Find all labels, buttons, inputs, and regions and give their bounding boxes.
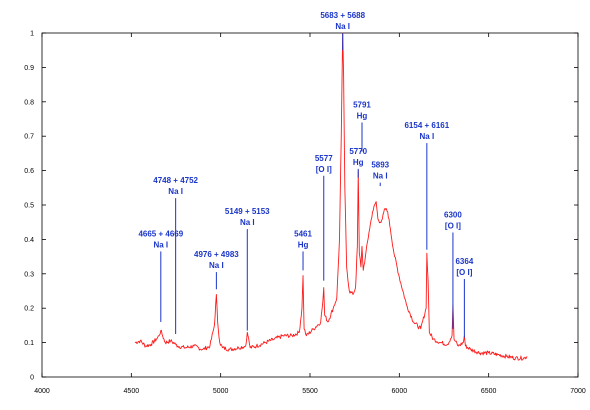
annotation-label: 6364 bbox=[455, 257, 473, 266]
annotation-6: 5683 + 5688 Na I bbox=[320, 11, 366, 51]
annotation-label: [O I] bbox=[456, 268, 472, 277]
y-tick-label: 0.9 bbox=[24, 65, 34, 72]
annotation-label: Na I bbox=[240, 218, 255, 227]
series-layer bbox=[134, 32, 528, 361]
x-tick-label: 4500 bbox=[124, 388, 140, 395]
annotation-0: 4665 + 4669 Na I bbox=[138, 229, 184, 322]
annotation-4: 5461 Hg bbox=[294, 229, 312, 271]
y-tick-label: 0.5 bbox=[24, 203, 34, 210]
annotation-11: 6300 [O I] bbox=[444, 211, 462, 329]
y-tick-label: 0.6 bbox=[24, 168, 34, 175]
x-tick-label: 5000 bbox=[213, 388, 229, 395]
y-tick-label: 1 bbox=[30, 31, 34, 38]
annotation-2: 4976 + 4983 Na I bbox=[194, 250, 239, 290]
x-tick-label: 7000 bbox=[570, 388, 586, 395]
y-tick-label: 0.8 bbox=[24, 99, 34, 106]
y-tick-label: 0.1 bbox=[24, 340, 34, 347]
annotation-label: Hg bbox=[298, 240, 309, 249]
annotation-8: 5770 Hg bbox=[349, 147, 368, 178]
annotation-1: 4748 + 4752 Na I bbox=[153, 176, 199, 334]
axes-layer: 4000 4500 5000 5500 6000 6500 7000 0 0.1 0.2 0.3 0.… bbox=[24, 31, 586, 396]
y-tick-label: 0.7 bbox=[24, 134, 34, 141]
x-tick-label: 4000 bbox=[34, 388, 50, 395]
annotation-label: 4748 + 4752 bbox=[153, 176, 198, 185]
annotation-label: [O I] bbox=[445, 222, 461, 231]
annotation-label: Na I bbox=[153, 240, 168, 249]
annotation-label: Na I bbox=[335, 22, 350, 31]
annotation-label: 5791 bbox=[353, 100, 371, 109]
annotation-label: 5683 + 5688 bbox=[320, 11, 365, 20]
annotation-label: 4665 + 4669 bbox=[138, 229, 183, 238]
annotation-label: 6154 + 6161 bbox=[404, 121, 449, 130]
annotation-label: Hg bbox=[353, 158, 364, 167]
annotation-label: Na I bbox=[168, 187, 183, 196]
x-tick-label: 6000 bbox=[392, 388, 408, 395]
annotation-7: 5791 Hg bbox=[353, 100, 371, 152]
annotation-label: 5893 bbox=[371, 161, 389, 170]
x-tick-label: 5500 bbox=[302, 388, 318, 395]
annotation-label: 5461 bbox=[294, 229, 312, 238]
annotation-label: Na I bbox=[209, 261, 224, 270]
annotation-9: 5893 Na I bbox=[371, 161, 390, 187]
y-tick-label: 0.3 bbox=[24, 271, 34, 278]
annotation-12: 6364 [O I] bbox=[455, 257, 474, 338]
annotation-label: 6300 bbox=[444, 211, 462, 220]
annotation-label: Hg bbox=[357, 111, 368, 120]
annotation-label: 4976 + 4983 bbox=[194, 250, 239, 259]
y-tick-label: 0.4 bbox=[24, 237, 34, 244]
annotation-label: [O I] bbox=[316, 165, 332, 174]
annotation-label: Na I bbox=[420, 132, 435, 141]
annotation-label: 5149 + 5153 bbox=[225, 207, 270, 216]
annotation-3: 5149 + 5153 Na I bbox=[225, 207, 270, 331]
annotation-label: 5770 bbox=[349, 147, 367, 156]
x-tick-label: 6500 bbox=[481, 388, 497, 395]
spectrum-line bbox=[134, 32, 528, 361]
y-tick-label: 0 bbox=[30, 375, 34, 382]
annotation-label: Na I bbox=[373, 172, 388, 181]
annotation-label: 5577 bbox=[315, 154, 333, 163]
annotation-5: 5577 [O I] bbox=[315, 154, 333, 281]
annotation-10: 6154 + 6161 Na I bbox=[404, 121, 450, 250]
y-tick-label: 0.2 bbox=[24, 306, 34, 313]
